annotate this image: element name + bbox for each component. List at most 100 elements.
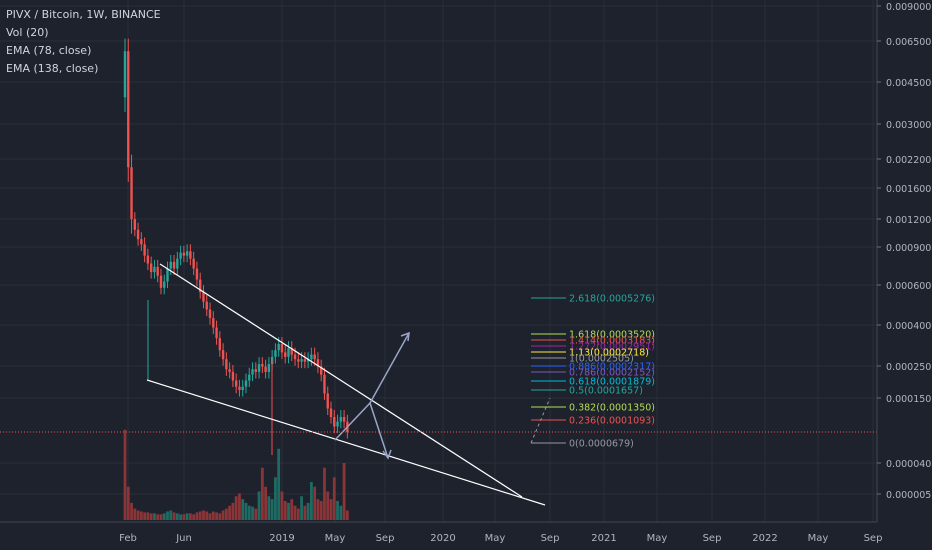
time-axis[interactable]: Feb Jun 2019 May Sep 2020 May Sep 2021 May Sep 2022… xyxy=(0,521,882,544)
volume-bar xyxy=(146,512,150,520)
candle-body xyxy=(257,364,261,372)
candle-body xyxy=(297,359,300,362)
candle-body xyxy=(290,348,293,355)
time-tick-label: Feb xyxy=(119,533,137,544)
fib-level-label: 1.414(0.0003183) xyxy=(569,336,655,347)
volume-bar xyxy=(208,513,212,520)
volume-bar xyxy=(244,502,248,520)
symbol-title[interactable]: PIVX / Bitcoin, 1W, BINANCE xyxy=(6,8,161,21)
volume-bars xyxy=(123,429,349,520)
candle-body xyxy=(320,366,323,375)
candle-body xyxy=(228,369,231,372)
fib-level-label: 1.272(0.0002951) xyxy=(569,342,655,353)
fibonacci-extension[interactable]: 2.618(0.0005276) 1.618(0.0003520)1.414(0.… xyxy=(531,294,655,450)
fib-level-label: 1(0.0002505) xyxy=(569,354,634,365)
candle-body xyxy=(287,348,290,357)
chart-legend: PIVX / Bitcoin, 1W, BINANCE Vol (20) EMA… xyxy=(6,6,161,78)
candle-body xyxy=(306,359,310,362)
volume-bar xyxy=(332,477,336,520)
chart-grid xyxy=(0,0,877,522)
volume-bar xyxy=(300,496,303,520)
candle-body xyxy=(241,386,244,391)
volume-bar xyxy=(241,499,245,520)
candle-body xyxy=(323,374,326,394)
volume-bar xyxy=(267,496,271,520)
volume-bar xyxy=(179,514,182,520)
fib-level-label: 0.618(0.0001879) xyxy=(569,377,655,388)
volume-bar xyxy=(280,491,284,520)
volume-bar xyxy=(296,508,300,520)
candle-body xyxy=(300,359,303,362)
candle-body xyxy=(143,244,146,256)
volume-bar xyxy=(215,512,218,520)
candle-body xyxy=(221,350,225,360)
volume-bar xyxy=(166,511,169,520)
candle-body xyxy=(313,354,316,360)
volume-bar xyxy=(143,512,147,520)
ema78-indicator-label[interactable]: EMA (78, close) xyxy=(6,44,92,57)
volume-bar xyxy=(290,499,294,520)
lower-trendline[interactable] xyxy=(146,379,546,506)
candle-body xyxy=(156,266,159,276)
volume-bar xyxy=(316,499,320,520)
volume-bar xyxy=(306,502,310,520)
time-tick-label: May xyxy=(325,533,346,544)
volume-bar xyxy=(234,496,238,520)
volume-bar xyxy=(260,467,264,520)
candle-body xyxy=(185,251,189,256)
candle-body xyxy=(159,275,163,288)
candlesticks xyxy=(123,38,349,455)
candle-body xyxy=(225,359,228,370)
volume-bar xyxy=(339,505,343,520)
candle-body xyxy=(166,268,169,282)
volume-indicator-label[interactable]: Vol (20) xyxy=(6,26,49,39)
candle-body xyxy=(316,359,320,367)
volume-bar xyxy=(251,506,254,520)
candle-body xyxy=(182,252,186,256)
volume-bar xyxy=(126,486,130,520)
volume-bar xyxy=(211,511,215,520)
upper-trendline[interactable] xyxy=(159,263,523,498)
candle-body xyxy=(205,301,208,310)
volume-bar xyxy=(156,514,160,520)
ema138-indicator-label[interactable]: EMA (138, close) xyxy=(6,62,99,75)
volume-bar xyxy=(159,514,163,520)
volume-bar xyxy=(175,513,179,520)
candle-body xyxy=(133,219,137,230)
volume-bar xyxy=(283,501,287,520)
candle-body xyxy=(274,350,277,357)
volume-bar xyxy=(123,429,127,520)
volume-bar xyxy=(329,499,333,520)
volume-bar xyxy=(326,491,330,520)
fib-level-label: 0.236(0.0001093) xyxy=(569,416,655,427)
candle-body xyxy=(267,364,271,372)
volume-bar xyxy=(277,448,281,520)
projection-arrow-down-path[interactable] xyxy=(369,402,389,459)
time-tick-label: May xyxy=(485,533,506,544)
volume-bar xyxy=(205,511,209,520)
candle-body xyxy=(176,258,179,269)
volume-bar xyxy=(254,508,258,520)
fib-level-label: 0.382(0.0001350) xyxy=(569,403,655,414)
time-tick-label: Sep xyxy=(703,533,722,544)
volume-bar xyxy=(130,502,133,520)
projection-arrow-head-up xyxy=(400,331,410,342)
volume-bar xyxy=(198,511,202,520)
fib-level-label: 0.5(0.0001657) xyxy=(569,386,643,397)
candle-body xyxy=(202,292,205,302)
time-tick-label: Sep xyxy=(541,533,560,544)
candle-body xyxy=(189,251,192,259)
candle-body xyxy=(234,380,238,387)
fib-level-label: 0.786(0.0002152) xyxy=(569,368,655,379)
candle-body xyxy=(153,266,156,273)
volume-bar xyxy=(336,501,339,520)
volume-bar xyxy=(293,505,297,520)
volume-bar xyxy=(195,512,199,520)
